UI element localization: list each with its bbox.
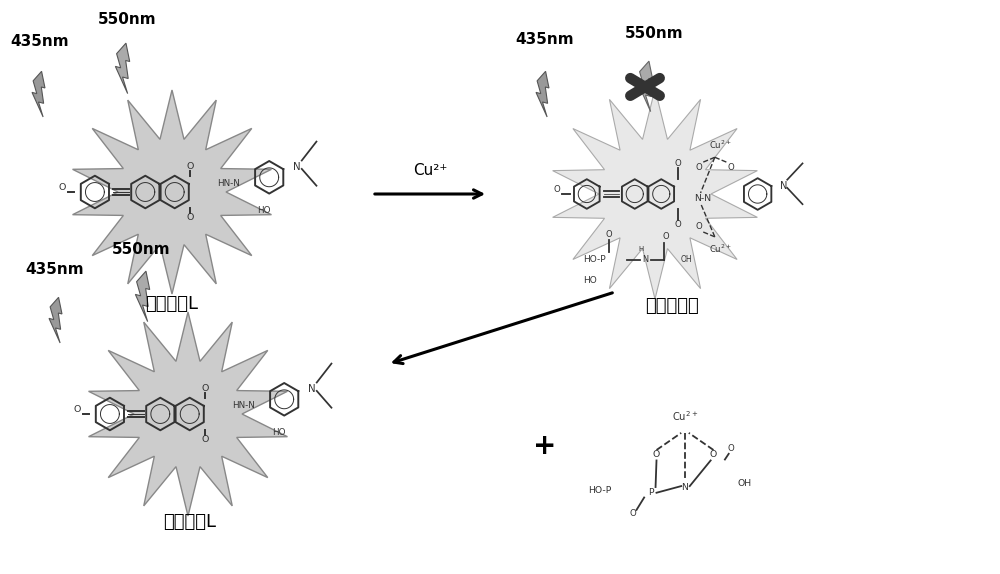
Text: O: O	[675, 159, 681, 168]
Text: O: O	[727, 444, 734, 453]
Text: O: O	[663, 232, 669, 241]
Text: O: O	[74, 405, 81, 414]
Text: HN-N: HN-N	[217, 179, 239, 188]
Polygon shape	[115, 43, 130, 94]
Text: O: O	[553, 185, 560, 195]
Text: O: O	[653, 450, 660, 459]
Text: HO-P: HO-P	[583, 255, 606, 264]
Polygon shape	[49, 297, 62, 343]
Text: +: +	[533, 432, 557, 460]
Text: 荧光传感器: 荧光传感器	[645, 297, 699, 315]
Text: N: N	[293, 162, 301, 172]
Polygon shape	[73, 90, 271, 294]
Text: HO: HO	[257, 205, 271, 215]
Text: N: N	[780, 181, 787, 191]
Text: O: O	[710, 450, 717, 459]
Text: HO: HO	[583, 276, 597, 285]
Text: HO-P: HO-P	[588, 486, 612, 495]
Text: O: O	[695, 222, 702, 231]
Text: O: O	[605, 230, 612, 239]
Polygon shape	[638, 61, 653, 111]
Text: 荧光探针L: 荧光探针L	[146, 295, 198, 313]
Text: H: H	[638, 246, 643, 252]
Text: O: O	[59, 183, 66, 192]
Text: HO: HO	[272, 428, 286, 437]
Text: OH: OH	[681, 255, 692, 264]
Text: N: N	[308, 384, 316, 394]
Text: Cu²⁺: Cu²⁺	[413, 163, 447, 178]
Text: N-N: N-N	[694, 193, 712, 203]
Text: 435nm: 435nm	[10, 34, 69, 49]
Text: 550nm: 550nm	[112, 242, 171, 257]
Text: O: O	[695, 163, 702, 172]
Text: O: O	[202, 435, 209, 444]
Polygon shape	[553, 89, 757, 299]
Text: O: O	[202, 385, 209, 393]
Text: 荧光探针L: 荧光探针L	[164, 513, 216, 531]
Text: N: N	[682, 483, 688, 492]
Polygon shape	[32, 71, 45, 117]
Text: O: O	[675, 220, 681, 229]
Text: O: O	[629, 509, 636, 518]
Text: O: O	[187, 162, 194, 171]
Text: 435nm: 435nm	[25, 262, 84, 277]
Polygon shape	[536, 71, 549, 117]
Text: HN-N: HN-N	[232, 401, 254, 410]
Text: OH: OH	[737, 479, 751, 488]
Text: O: O	[187, 213, 194, 222]
Text: N: N	[642, 255, 648, 264]
Polygon shape	[89, 312, 287, 516]
Text: P: P	[648, 488, 654, 497]
Text: 550nm: 550nm	[625, 26, 684, 41]
Text: 550nm: 550nm	[98, 11, 157, 26]
Text: Cu$^{2+}$: Cu$^{2+}$	[709, 139, 731, 151]
Text: 435nm: 435nm	[515, 32, 574, 46]
Text: O: O	[728, 163, 735, 172]
Polygon shape	[135, 271, 150, 321]
Text: Cu$^{2+}$: Cu$^{2+}$	[672, 410, 698, 424]
Text: Cu$^{2+}$: Cu$^{2+}$	[709, 243, 731, 255]
